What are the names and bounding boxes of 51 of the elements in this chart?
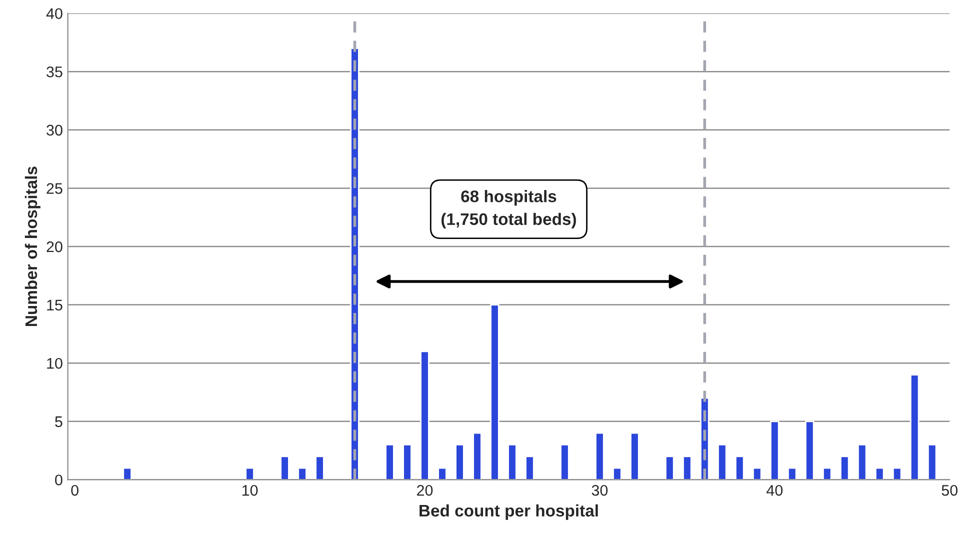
bar (245, 467, 254, 480)
bar (840, 456, 850, 480)
bar (910, 374, 920, 480)
bar (805, 420, 814, 480)
bar (718, 444, 727, 480)
bar (280, 456, 290, 480)
bar (595, 432, 604, 480)
bar (612, 467, 622, 480)
y-tick-label: 30 (46, 124, 62, 136)
bar (525, 456, 534, 480)
bar (822, 467, 832, 480)
y-tick-label: 10 (47, 358, 62, 369)
y-tick-label: 35 (46, 66, 62, 78)
bar (665, 456, 674, 480)
y-tick-label: 40 (46, 8, 62, 20)
bar (682, 456, 692, 480)
bar (122, 467, 132, 480)
bar (508, 444, 517, 480)
y-tick-label: 5 (55, 416, 62, 428)
x-tick-label: 50 (942, 484, 958, 496)
y-tick-label: 20 (46, 241, 62, 252)
y-tick-label: 25 (46, 183, 62, 194)
x-axis-title: Bed count per hospital (420, 504, 598, 520)
y-axis-title: Number of hospitals (24, 166, 40, 326)
x-tick-label: 20 (417, 484, 433, 496)
bar (875, 467, 884, 480)
bar (770, 420, 780, 480)
bar (927, 444, 937, 480)
x-tick-label: 40 (766, 484, 783, 496)
bar (438, 467, 447, 480)
x-tick-label: 10 (242, 484, 258, 496)
y-tick-label: 15 (47, 300, 62, 310)
bar (560, 444, 570, 480)
bar (455, 444, 464, 480)
bar (630, 432, 640, 480)
bar (315, 456, 324, 480)
annotation: 68 hospitals (1,750 total beds) (441, 190, 576, 228)
bar (298, 467, 307, 480)
x-tick-label: 0 (71, 484, 78, 496)
bar (858, 444, 867, 480)
bar (892, 467, 902, 480)
bar (385, 444, 394, 480)
bar (472, 432, 482, 480)
bar (752, 467, 762, 480)
bar (490, 304, 500, 480)
y-tick-label: 0 (55, 474, 62, 486)
bar (402, 444, 412, 480)
bar (420, 350, 430, 480)
bar (735, 456, 744, 480)
bar (788, 467, 797, 480)
x-tick-label: 30 (592, 484, 608, 496)
